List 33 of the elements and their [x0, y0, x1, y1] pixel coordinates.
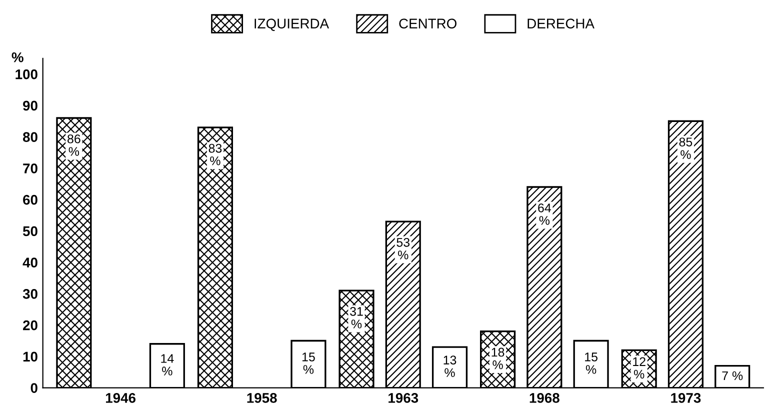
y-tick-label: 10: [23, 352, 38, 362]
legend-label: DERECHA: [528, 18, 594, 28]
data-label: 13 %: [444, 356, 456, 377]
data-label: 31 %: [350, 307, 363, 328]
data-label: 15 %: [585, 352, 598, 374]
data-label: 12 %: [633, 357, 646, 379]
y-tick-label: 70: [23, 164, 38, 174]
y-tick-label: 30: [22, 289, 38, 299]
data-label: 86 %: [68, 134, 80, 156]
data-label: 64 %: [538, 203, 552, 225]
data-label: 85 %: [679, 138, 692, 159]
data-label: 18 %: [492, 348, 504, 370]
legend-label: IZQUIERDA: [254, 18, 330, 31]
y-tick-label: 0: [30, 383, 38, 393]
x-tick-label: 1946: [106, 393, 136, 403]
x-tick-label: 1958: [247, 393, 277, 403]
y-tick-label: 90: [23, 100, 38, 111]
y-axis-title: %: [12, 52, 24, 62]
x-tick-label: 1963: [388, 393, 418, 403]
data-label: 14 %: [161, 354, 174, 376]
y-tick-label: 20: [23, 320, 38, 330]
data-label: 83 %: [208, 144, 222, 166]
y-tick-label: 100: [16, 69, 38, 80]
x-tick-label: 1973: [671, 393, 701, 403]
data-label: 15 %: [302, 352, 315, 374]
data-label: 53 %: [396, 238, 410, 260]
x-tick-label: 1968: [530, 393, 560, 403]
y-tick-label: 60: [23, 194, 38, 205]
y-tick-label: 50: [22, 226, 38, 236]
y-tick-label: 40: [22, 258, 38, 268]
data-label: 7 %: [722, 371, 743, 380]
legend-label: CENTRO: [399, 18, 456, 28]
y-tick-label: 80: [22, 132, 38, 142]
